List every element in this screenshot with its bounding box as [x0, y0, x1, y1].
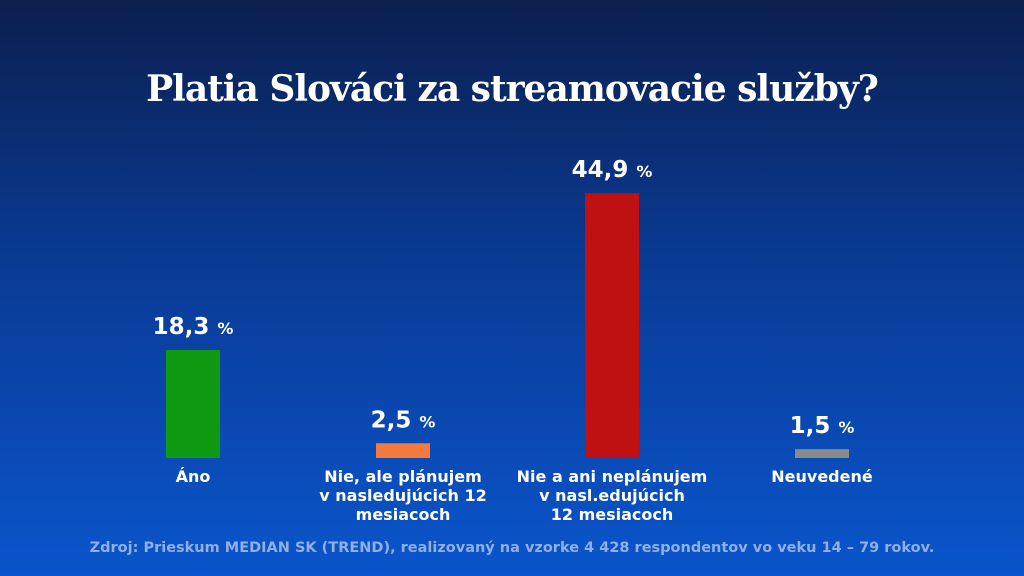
value-label: 18,3 %: [153, 314, 234, 340]
bar: [376, 443, 430, 458]
chart-title: Platia Slováci za streamovacie služby?: [146, 68, 879, 110]
category-label: Nie, ale plánujem v nasledujúcich 12 mesia…: [319, 467, 486, 524]
bar: [166, 350, 220, 458]
value-label: 1,5 %: [790, 413, 855, 439]
bar: [585, 193, 639, 458]
value-label: 44,9 %: [572, 157, 653, 183]
source-note: Zdroj: Prieskum MEDIAN SK (TREND), reali…: [89, 540, 935, 556]
bar: [795, 449, 849, 458]
category-label: Áno: [176, 467, 211, 486]
category-label: Neuvedené: [771, 467, 873, 486]
category-label: Nie a ani neplánujem v nasl.edujúcich 12 m…: [517, 467, 708, 524]
value-label: 2,5 %: [371, 407, 436, 433]
